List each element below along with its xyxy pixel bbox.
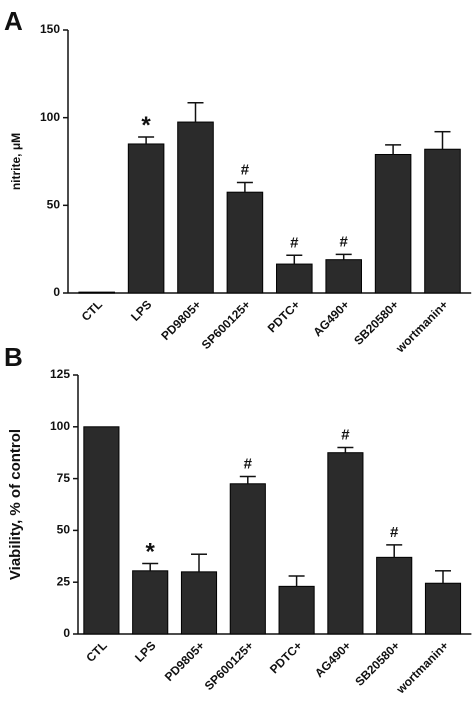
significance-mark: # [390,524,399,541]
x-tick-label: LPS [128,297,154,323]
significance-mark: # [241,162,250,179]
x-tick-label: SB20580+ [352,638,402,688]
x-tick-label: PD9805+ [162,638,208,684]
x-tick-label: PDTC+ [267,638,305,676]
y-tick-label: 0 [63,626,70,640]
bar [78,291,115,294]
y-tick-label: 125 [50,367,70,381]
bar [132,570,169,635]
bar [374,153,412,294]
bar [276,263,313,294]
bar [424,582,462,635]
significance-mark: # [341,427,350,444]
y-tick-label: 75 [57,471,71,485]
significance-mark: * [146,539,156,566]
significance-mark: * [141,112,151,139]
bar [376,556,413,635]
y-tick-label: 100 [40,110,60,124]
x-tick-label: SP600125+ [199,297,253,351]
significance-mark: # [340,233,349,250]
y-tick-label: 25 [57,574,71,588]
bar [177,121,214,294]
bar [180,571,218,635]
y-tick-label: 0 [53,285,60,299]
bar [127,143,165,294]
y-tick-label: 100 [50,419,70,433]
x-tick-label: LPS [132,638,158,664]
panel-label: B [4,342,23,372]
bar [83,426,120,635]
x-tick-label: PD9805+ [158,297,204,343]
bar [325,259,362,294]
bar [424,148,461,294]
x-tick-label: AG490+ [310,297,352,339]
bar [229,483,266,635]
y-tick-label: 50 [47,198,61,212]
x-tick-label: SB20580+ [351,297,401,347]
x-tick-label: wortmanin+ [393,638,451,696]
significance-mark: # [290,234,299,251]
y-tick-label: 150 [40,22,60,36]
panel-label: A [4,6,23,36]
x-tick-label: wortmanin+ [392,297,450,355]
x-tick-label: SP600125+ [202,638,256,692]
bar [226,191,264,294]
bar [278,585,315,635]
x-tick-label: CTL [79,297,105,323]
y-axis-label: Viability, % of control [7,429,24,580]
x-tick-label: CTL [83,638,109,664]
y-axis-label: nitrite, μM [9,133,23,190]
significance-mark: # [244,456,253,473]
x-tick-label: AG490+ [312,638,354,680]
bar [327,452,364,635]
y-tick-label: 50 [57,523,71,537]
x-tick-label: PDTC+ [265,297,303,335]
